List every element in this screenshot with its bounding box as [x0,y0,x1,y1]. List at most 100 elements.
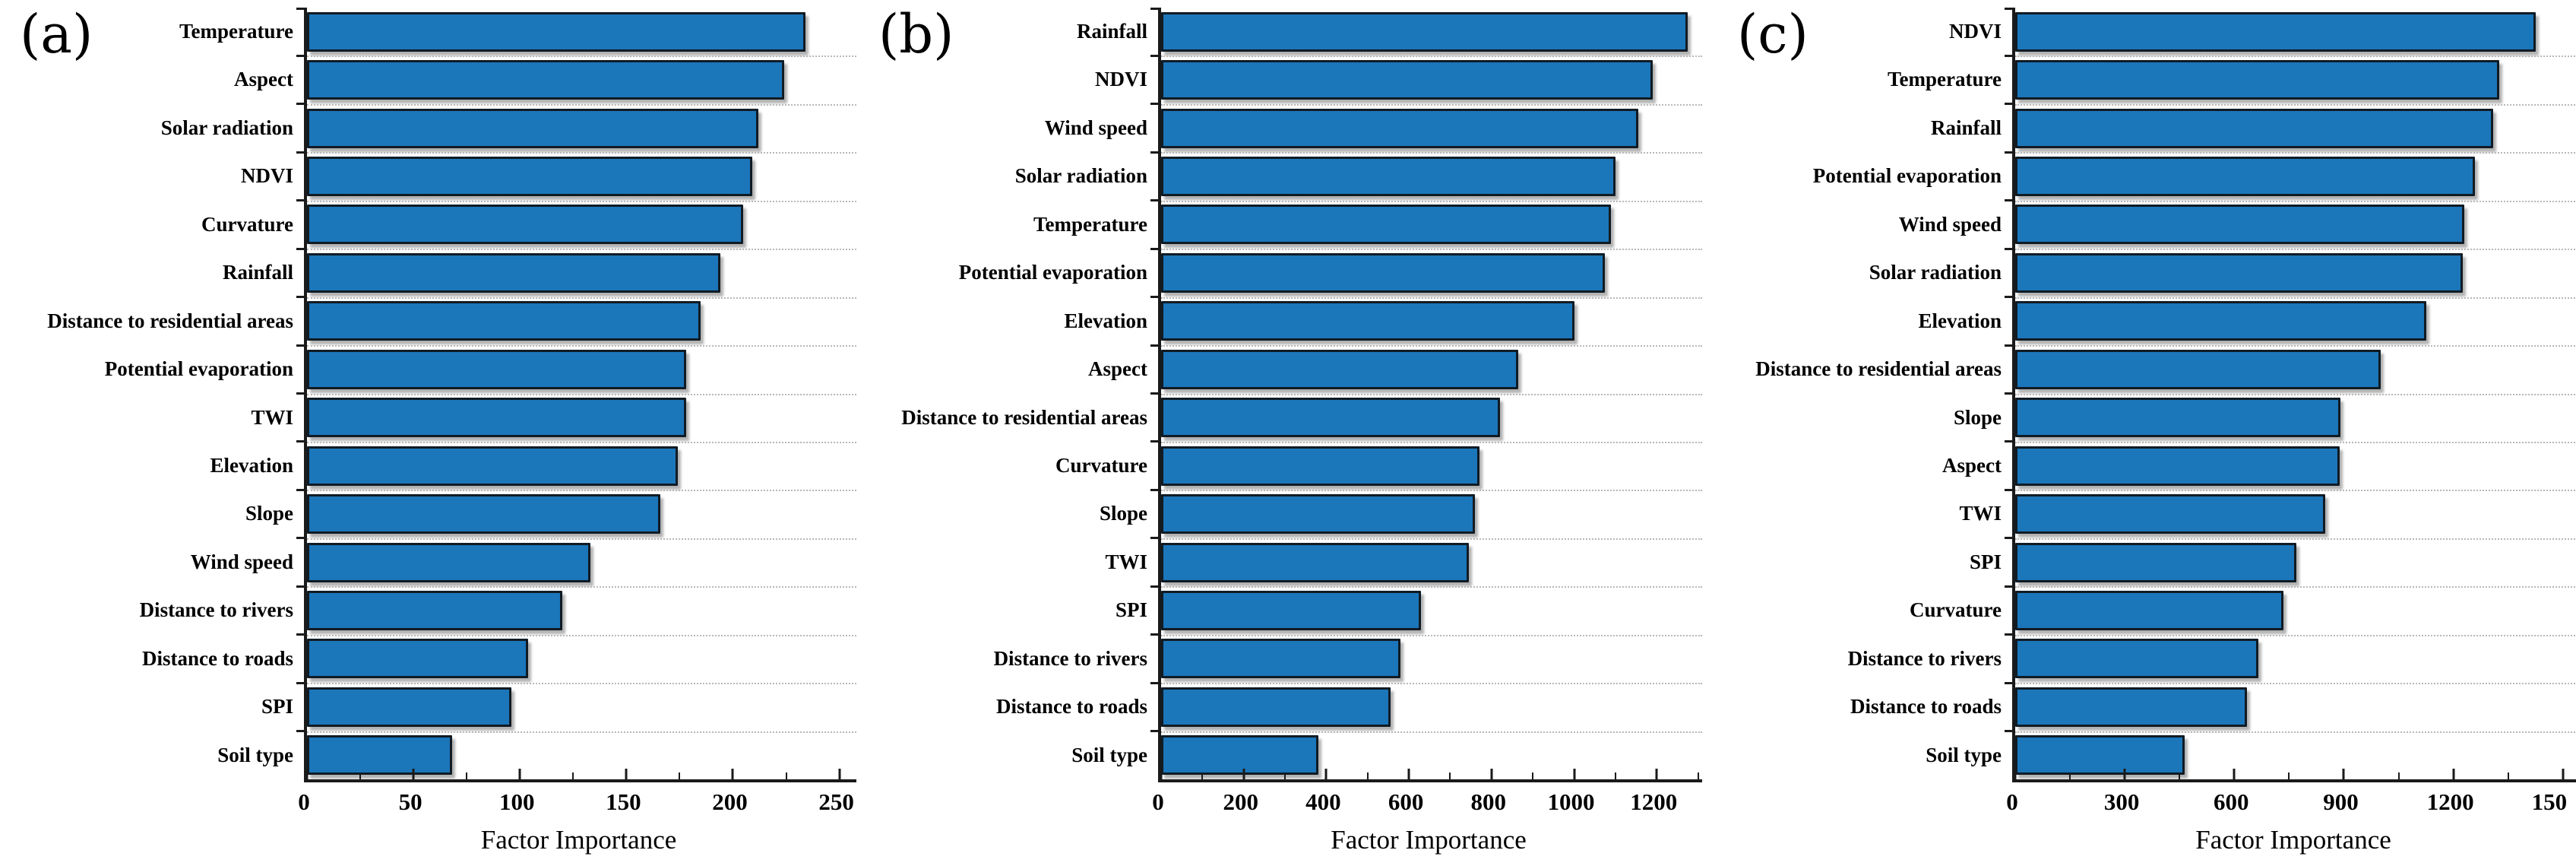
bar [1161,60,1653,100]
row-separator [307,538,856,540]
y-axis-tick [1150,344,1158,347]
category-label: SPI [1115,598,1147,622]
y-axis-tick [2005,344,2012,347]
y-axis-tick [296,247,304,250]
row-separator [307,393,856,395]
y-axis-tick [2005,730,2012,733]
x-axis-minor-tick [359,772,362,779]
row-separator [307,345,856,347]
x-axis-major-tick [2123,769,2126,779]
x-tick-label: 0 [298,788,310,815]
bar [2015,398,2340,438]
row-separator [2015,490,2576,492]
y-axis-tick [1150,199,1158,202]
bar [1161,687,1391,727]
x-tick-label: 600 [2214,788,2249,815]
row-separator [1161,200,1702,202]
y-axis-tick [296,296,304,299]
x-axis-major-tick [1573,769,1575,779]
x-tick-label: 800 [1470,788,1507,815]
category-label: Slope [1099,502,1147,525]
bar [2015,542,2296,582]
y-axis-tick [296,585,304,588]
category-label: Distance to roads [996,695,1147,718]
x-tick-label: 150 [606,788,641,815]
y-axis-tick [296,8,304,10]
x-axis-minor-tick [1366,772,1369,779]
category-label: Distance to residential areas [901,405,1147,429]
y-axis-tick [2005,199,2012,202]
x-axis-minor-tick [1284,772,1286,779]
y-axis-tick [2005,296,2012,299]
bar [1161,542,1469,582]
plot-area-c [2005,8,2576,782]
category-label: Elevation [210,453,293,477]
y-axis-tick [296,54,304,57]
category-label: Temperature [1888,68,2002,91]
x-axis-minor-tick [1532,772,1534,779]
y-axis-tick [296,103,304,106]
x-axis-minor-tick [679,772,681,779]
category-label: Distance to rivers [139,598,293,622]
row-separator [2015,683,2576,685]
bar [1161,639,1401,679]
y-axis-tick [1150,8,1158,10]
x-axis-major-tick [731,769,734,779]
category-label: Soil type [1926,743,2002,766]
row-separator [1161,586,1702,588]
bar [1161,494,1476,535]
y-axis-tick [1150,440,1158,443]
row-separator [1161,634,1702,636]
row-separator [1161,345,1702,347]
category-label: Solar radiation [1014,164,1147,188]
x-axis-major-tick [1324,769,1328,779]
x-axis-minor-tick [2397,772,2400,779]
x-tick-label: 150 [2531,788,2568,815]
row-separator [307,634,856,636]
category-label: Rainfall [1076,20,1147,43]
y-axis-tick [2005,151,2012,154]
x-axis-minor-tick [1201,772,1204,779]
x-axis-minor-tick [572,772,574,779]
row-separator [1161,103,1702,106]
row-separator [1161,683,1702,685]
bar [2015,205,2465,245]
x-axis-title: Factor Importance [1331,825,1527,855]
category-label: Distance to roads [142,646,293,670]
bar [307,494,661,535]
row-separator [307,56,856,58]
y-axis-tick [1150,585,1158,588]
x-tick-label: 100 [498,788,535,815]
x-axis-title: Factor Importance [480,825,677,855]
y-axis-tick [1150,103,1158,106]
category-label: TWI [251,405,293,429]
row-separator [307,200,856,202]
bar [307,542,590,582]
category-label: Wind speed [1898,212,2002,236]
category-label: Slope [245,502,293,525]
row-separator [307,441,856,443]
row-separator [1161,731,1702,733]
category-label: Aspect [1942,453,2002,477]
y-axis-tick [1150,633,1158,636]
bar [1161,446,1479,486]
bar [2015,60,2499,100]
x-tick-label: 1200 [2426,788,2474,815]
y-axis-tick [2005,103,2012,106]
bar [307,301,701,341]
y-axis-tick [2005,633,2012,636]
row-separator [1161,490,1702,492]
x-tick-label: 1200 [1630,788,1678,815]
x-tick-label: 50 [398,788,422,815]
row-separator [2015,249,2576,251]
bar [1161,252,1606,293]
y-axis-tick [296,488,304,491]
bar [2015,252,2463,293]
category-label: Elevation [1918,309,2002,332]
bar [2015,349,2381,389]
category-label: Curvature [1055,453,1147,477]
row-separator [1161,441,1702,443]
category-label: Temperature [179,20,293,43]
row-separator [1161,297,1702,299]
row-separator [1161,393,1702,395]
